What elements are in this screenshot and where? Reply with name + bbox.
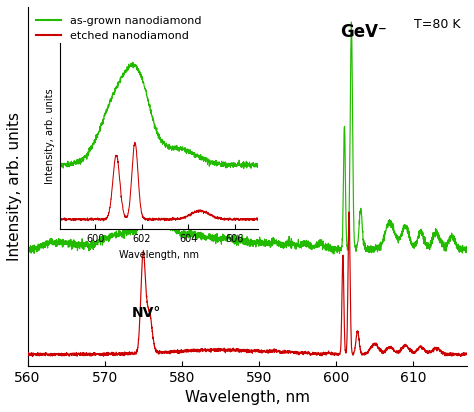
Y-axis label: Intensity, arb. units: Intensity, arb. units [7, 112, 22, 261]
Text: GeV⁻: GeV⁻ [340, 23, 387, 41]
X-axis label: Wavelength, nm: Wavelength, nm [185, 390, 310, 405]
Text: NV°: NV° [132, 306, 161, 320]
Text: T=80 K: T=80 K [414, 18, 460, 31]
Legend: as-grown nanodiamond, etched nanodiamond: as-grown nanodiamond, etched nanodiamond [33, 12, 205, 45]
